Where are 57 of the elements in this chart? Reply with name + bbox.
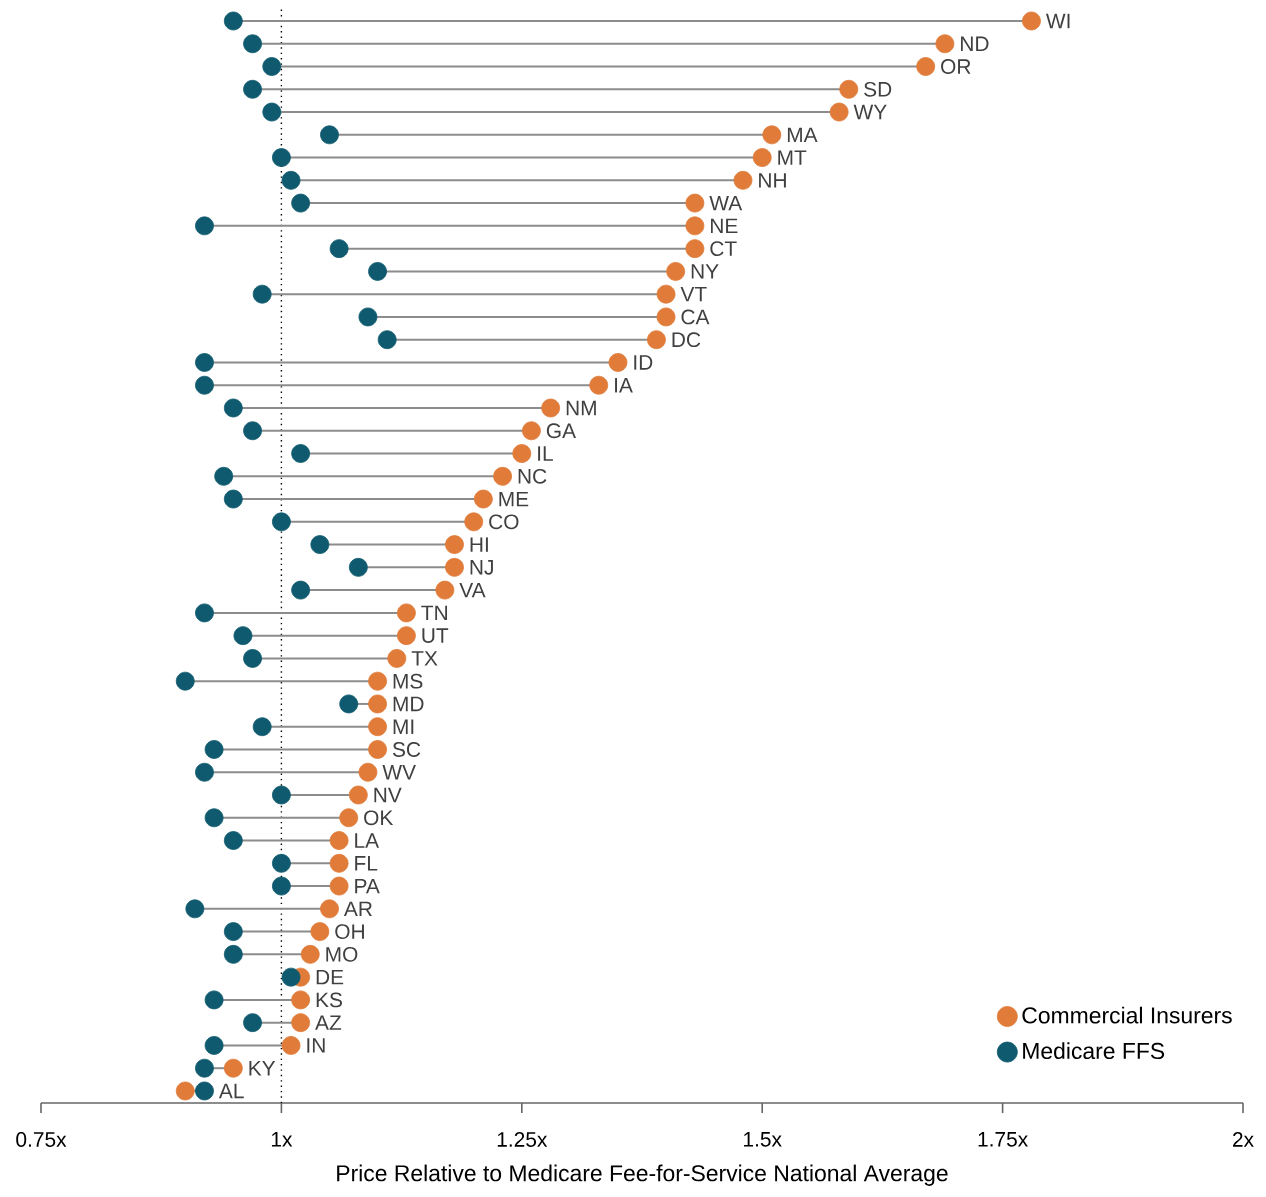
y-tick-label: AZ xyxy=(315,1015,342,1030)
y-tick-label: SD xyxy=(864,81,892,97)
y-tick-label: GA xyxy=(546,423,577,439)
y-tick-label: DC xyxy=(672,332,701,348)
y-tick-label: WY xyxy=(853,104,887,120)
y-tick-label: VA xyxy=(459,582,486,598)
y-tick-label: WI xyxy=(1045,13,1070,29)
y-tick-label: MS xyxy=(393,673,423,689)
y-tick-label: NE xyxy=(711,218,738,234)
y-tick-label: NC xyxy=(518,468,547,484)
x-tick-label: 1.25x xyxy=(497,1132,548,1147)
x-tick-label: 0.75x xyxy=(16,1132,67,1147)
y-tick-label: KY xyxy=(249,1061,276,1076)
y-tick-label: NY xyxy=(691,264,719,279)
legend-label: Medicare FFS xyxy=(1023,1042,1165,1060)
y-tick-label: NH xyxy=(759,173,786,188)
x-tick-label: 1x xyxy=(271,1132,293,1147)
y-tick-label: NM xyxy=(566,400,596,416)
y-tick-label: NV xyxy=(374,787,402,803)
y-tick-label: FL xyxy=(355,856,378,871)
y-tick-label: MD xyxy=(393,696,424,712)
y-tick-label: CT xyxy=(710,241,737,257)
y-tick-label: LA xyxy=(355,833,380,848)
x-tick-label: 1.75x xyxy=(978,1132,1028,1147)
y-tick-label: IN xyxy=(307,1038,325,1053)
y-tick-label: ND xyxy=(961,36,989,51)
y-tick-label: MA xyxy=(787,127,818,143)
y-tick-label: IA xyxy=(615,378,633,393)
y-tick-label: ME xyxy=(499,491,529,507)
y-tick-label: VT xyxy=(680,286,707,302)
y-tick-label: ID xyxy=(634,355,653,370)
y-tick-label: OH xyxy=(335,924,364,940)
y-tick-label: MI xyxy=(393,719,414,734)
y-tick-label: DE xyxy=(316,969,344,985)
x-tick-label: 2x xyxy=(1233,1132,1254,1147)
y-tick-label: OK xyxy=(364,810,394,826)
y-tick-label: SC xyxy=(392,742,421,757)
x-tick-label: 1.5x xyxy=(744,1132,782,1147)
y-tick-label: OR xyxy=(941,59,971,74)
y-tick-label: AL xyxy=(218,1083,244,1099)
y-tick-label: TX xyxy=(411,651,438,666)
y-tick-label: UT xyxy=(422,628,449,643)
y-tick-label: WV xyxy=(382,765,416,780)
y-tick-label: MT xyxy=(778,150,807,165)
y-tick-label: AR xyxy=(343,901,372,917)
y-tick-label: NJ xyxy=(470,560,493,575)
y-tick-label: IL xyxy=(538,446,553,461)
y-tick-label: HI xyxy=(470,537,488,552)
y-tick-label: CA xyxy=(681,309,710,325)
y-tick-label: CO xyxy=(489,514,519,530)
x-axis-title: Price Relative to Medicare Fee-for-Service National Average xyxy=(337,1164,948,1186)
legend-label: Commercial Insurers xyxy=(1022,1006,1232,1024)
y-tick-label: TN xyxy=(421,605,447,621)
y-tick-label: MO xyxy=(326,946,358,962)
y-tick-label: WA xyxy=(709,195,743,211)
y-tick-label: PA xyxy=(355,878,380,894)
y-tick-label: KS xyxy=(316,992,342,1008)
